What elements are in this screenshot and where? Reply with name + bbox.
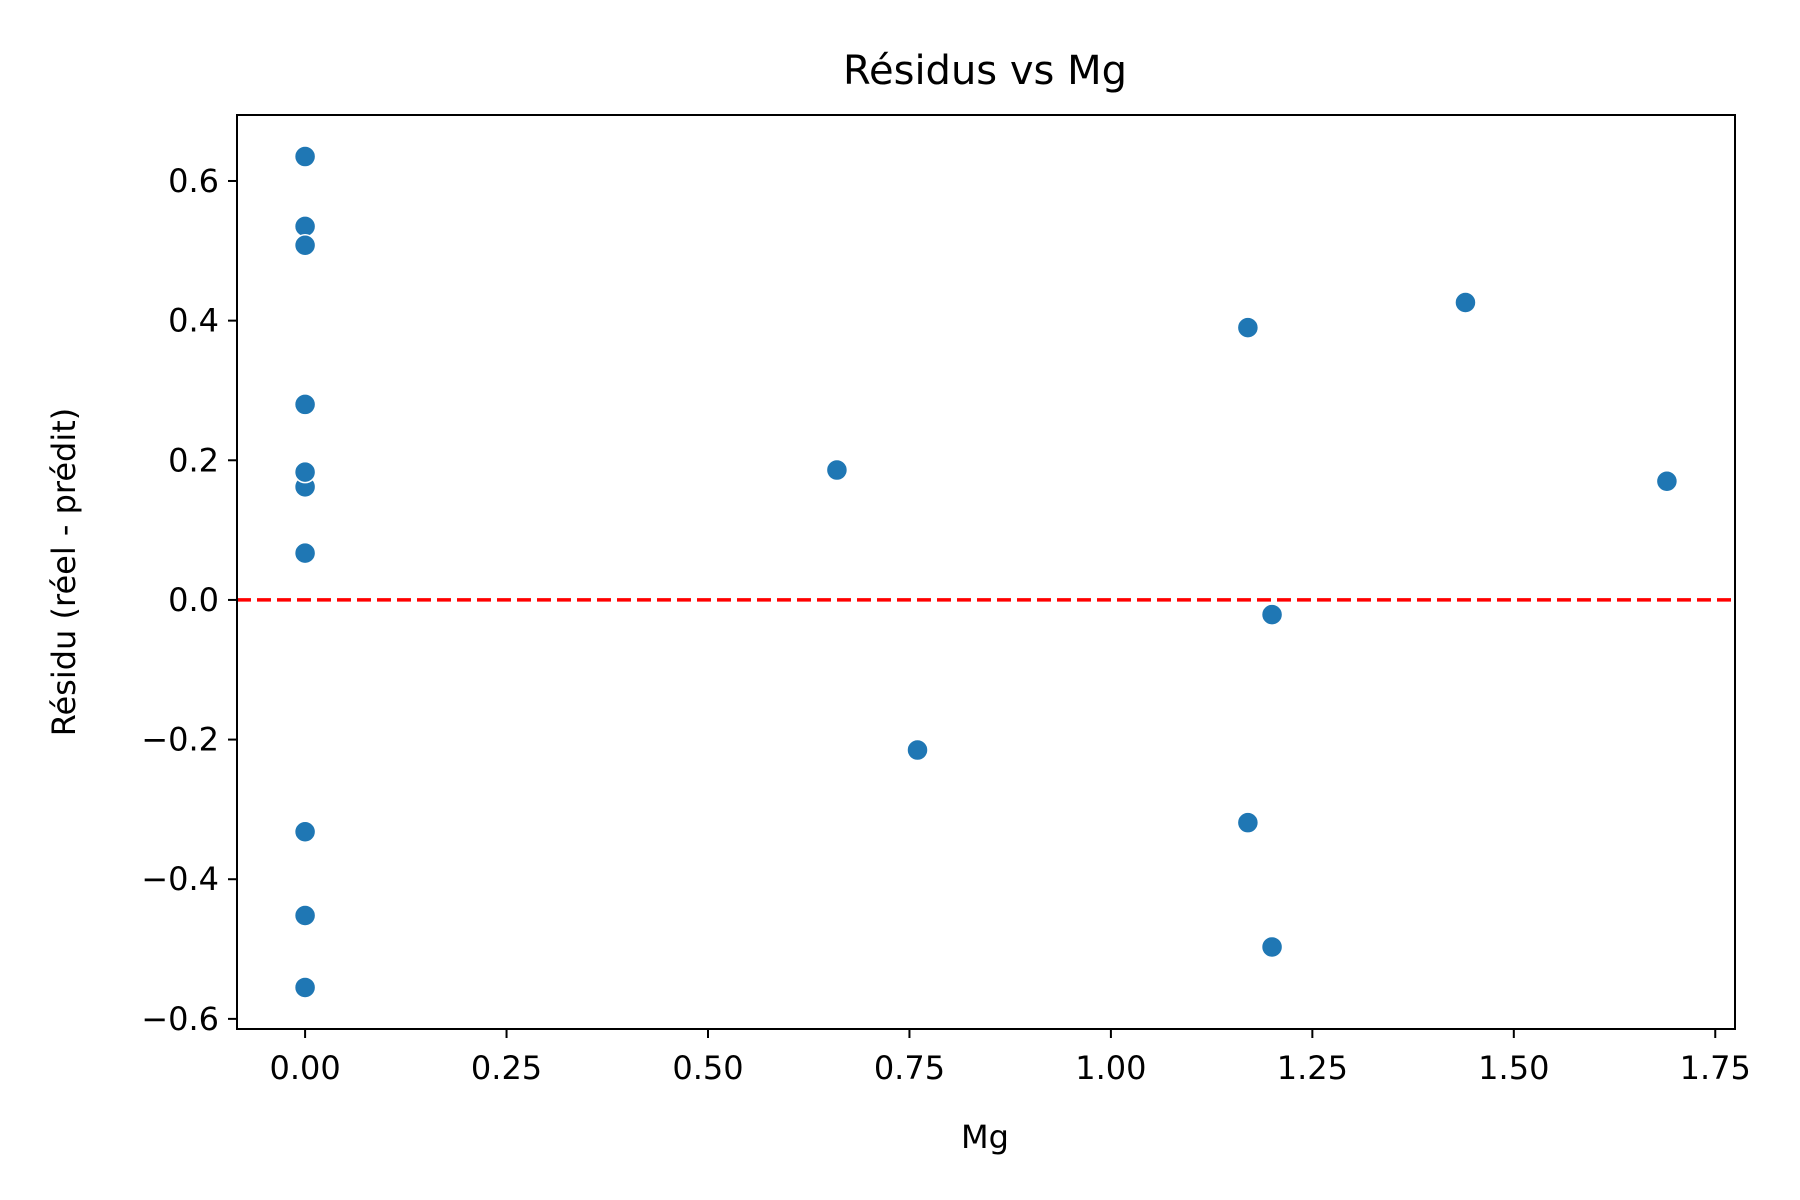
data-point — [1655, 469, 1679, 493]
data-point — [293, 820, 317, 843]
y-axis: −0.6 −0.4 −0.2 0.0 0.2 0.4 0.6 — [141, 162, 237, 1038]
data-point — [293, 976, 317, 999]
y-axis-label: Résidu (réel - prédit) — [45, 408, 83, 737]
y-tick-label: 0.4 — [168, 302, 219, 340]
y-tick-label: 0.2 — [168, 441, 219, 479]
x-tick-label: 0.50 — [672, 1049, 743, 1087]
data-point — [293, 541, 317, 565]
y-tick-label: −0.2 — [141, 721, 219, 759]
x-tick-label: 0.00 — [269, 1049, 340, 1087]
x-axis-label: Mg — [961, 1118, 1009, 1156]
x-tick-label: 1.75 — [1680, 1049, 1751, 1087]
data-point — [293, 393, 317, 416]
x-tick-label: 1.25 — [1277, 1049, 1348, 1087]
y-tick-label: −0.4 — [141, 860, 219, 898]
data-point — [1260, 603, 1284, 626]
data-point — [1260, 935, 1284, 959]
data-point — [825, 458, 849, 482]
data-point — [293, 145, 317, 168]
x-axis: 0.00 0.25 0.50 0.75 1.00 1.25 1.50 1.75 — [269, 1029, 1751, 1087]
x-tick-label: 1.00 — [1075, 1049, 1146, 1087]
chart-title: Résidus vs Mg — [843, 48, 1127, 94]
x-tick-label: 1.50 — [1478, 1049, 1549, 1087]
x-tick-label: 0.25 — [471, 1049, 542, 1087]
y-tick-label: 0.0 — [168, 581, 219, 619]
data-point — [1236, 811, 1260, 834]
data-point — [1454, 291, 1477, 314]
data-point — [1236, 316, 1260, 339]
data-point — [293, 460, 317, 484]
data-point — [293, 904, 317, 927]
y-tick-label: −0.6 — [141, 1000, 219, 1038]
data-point — [293, 215, 317, 238]
y-tick-label: 0.6 — [168, 162, 219, 200]
plot-area-frame — [236, 114, 1736, 1030]
x-tick-label: 0.75 — [874, 1049, 945, 1087]
data-point — [906, 738, 929, 762]
data-point — [293, 233, 317, 257]
points-layer — [293, 145, 1679, 999]
